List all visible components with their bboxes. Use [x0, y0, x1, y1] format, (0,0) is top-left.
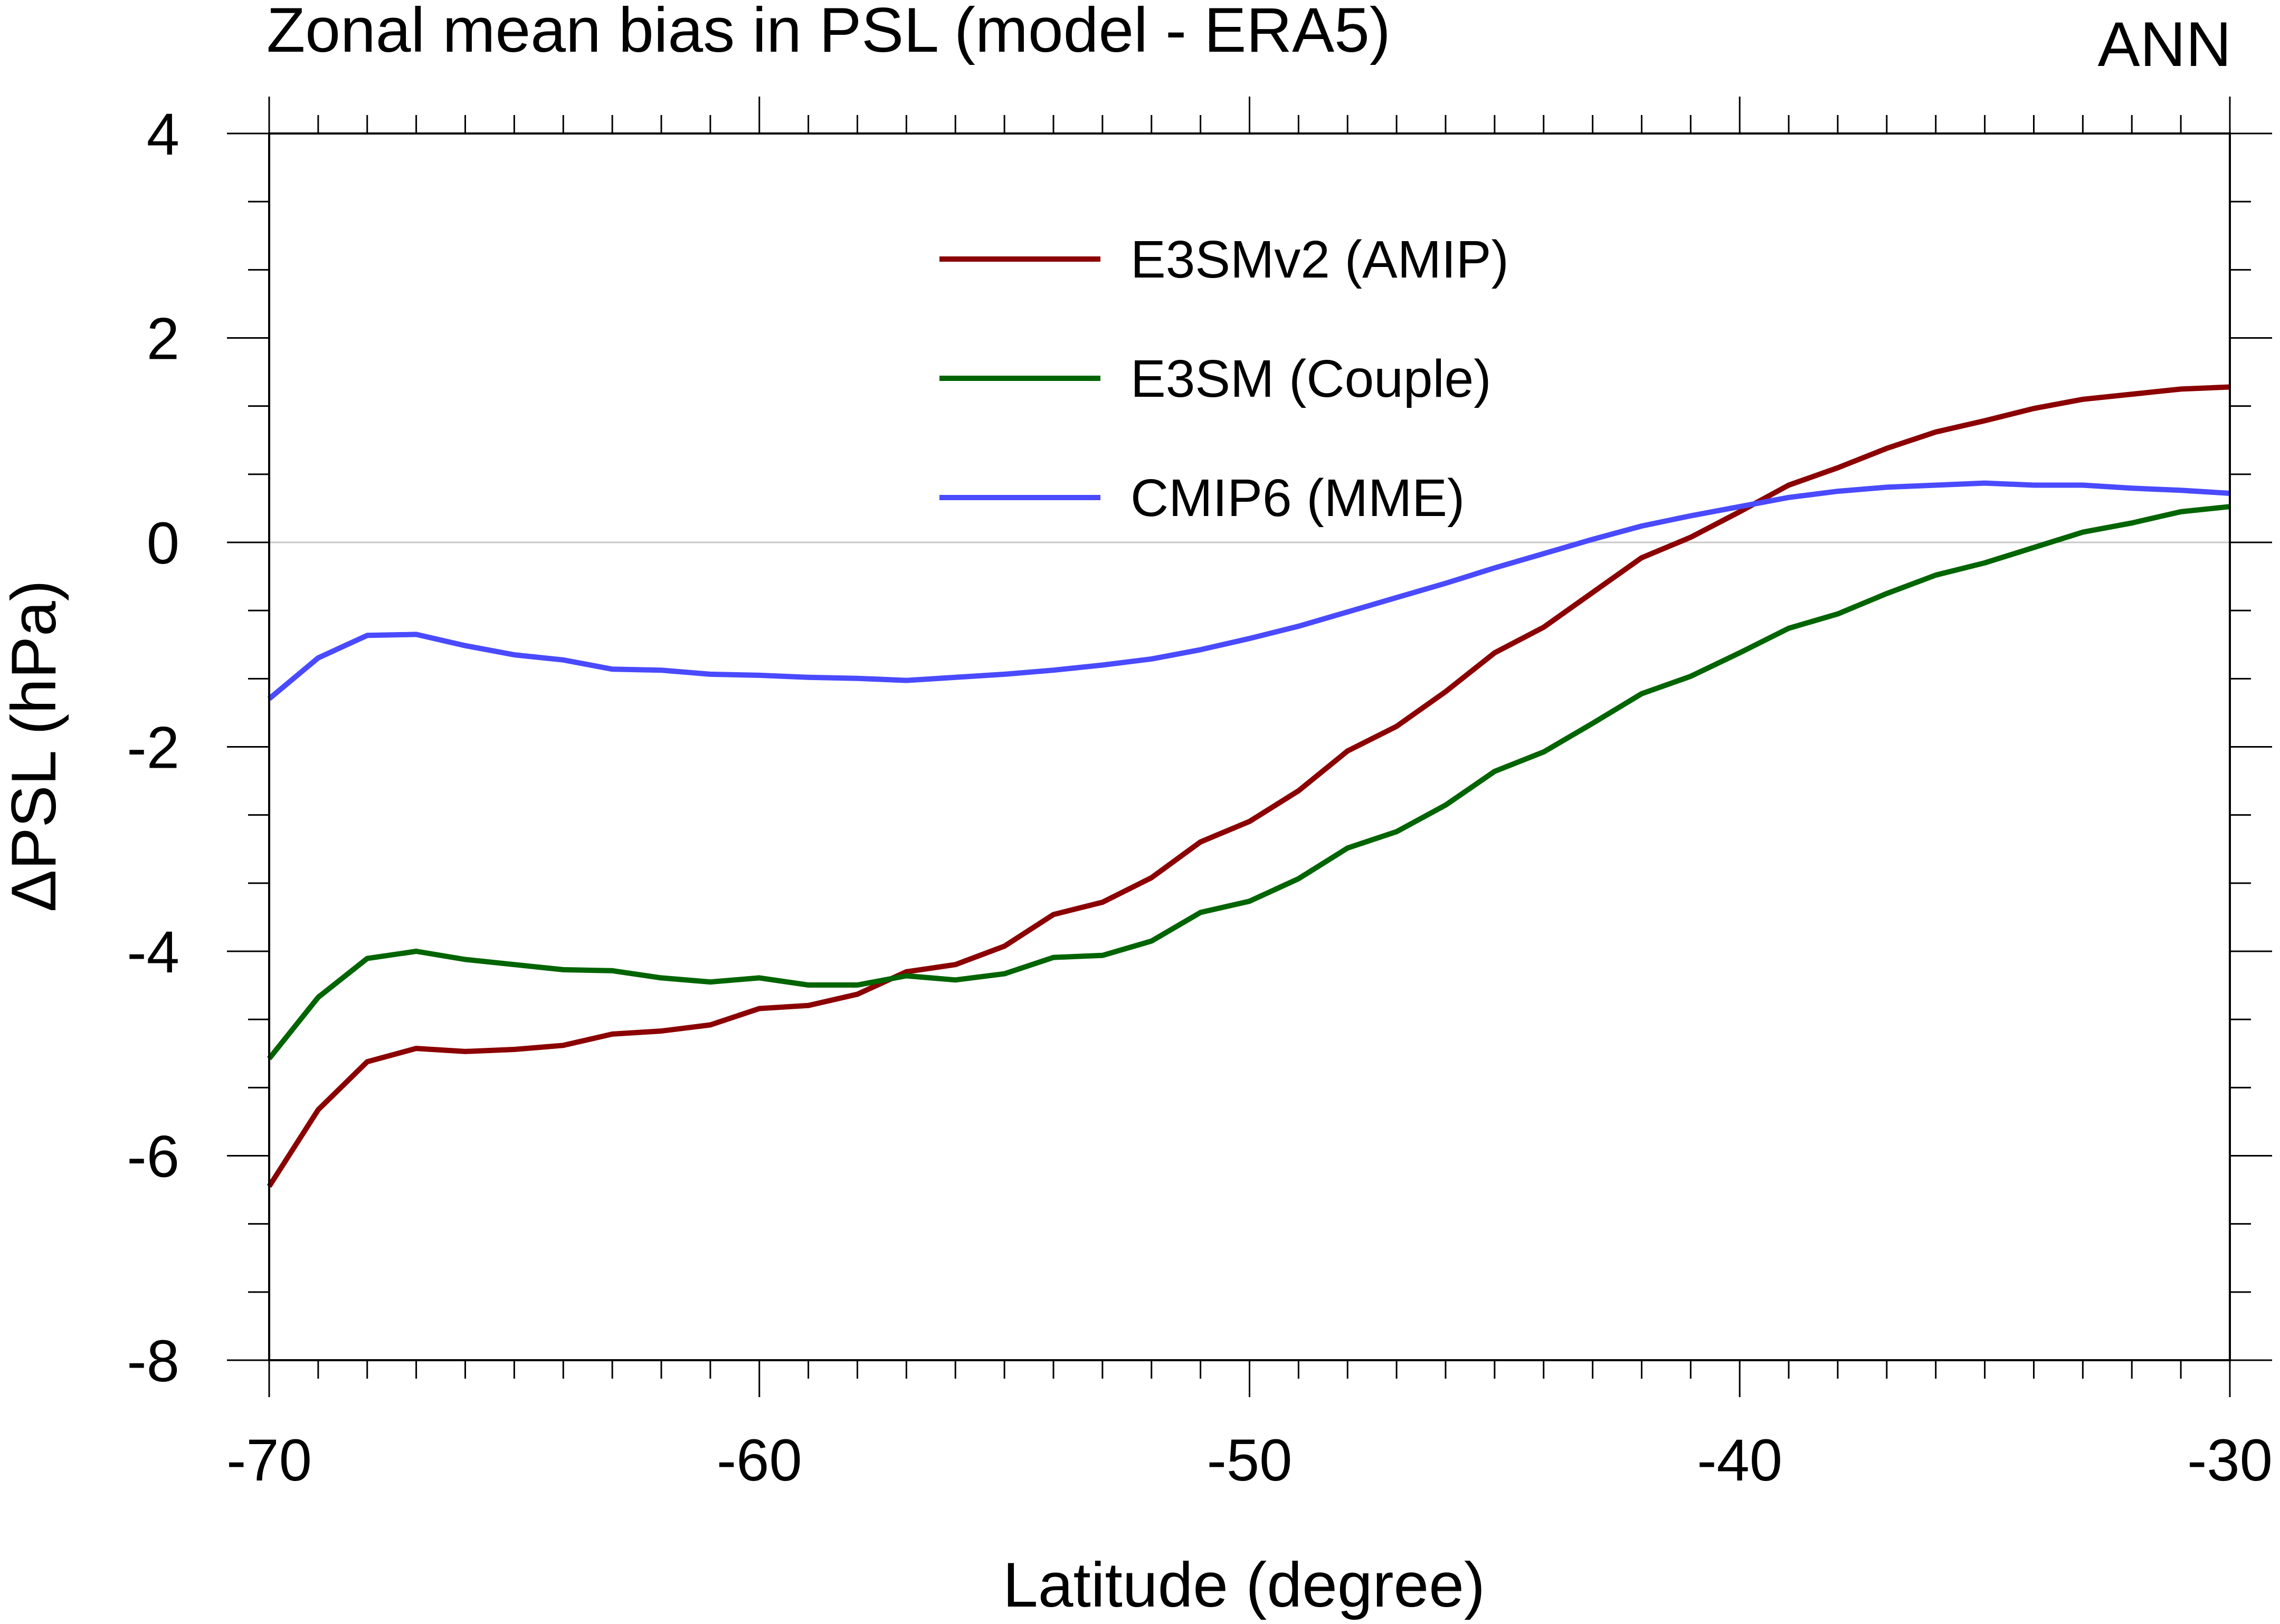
- y-tick-label: -6: [127, 1124, 179, 1190]
- y-tick-label: 0: [147, 510, 179, 576]
- y-tick-label: -8: [127, 1328, 179, 1394]
- y-tick-label: 4: [147, 101, 179, 167]
- y-tick-label: -2: [127, 715, 179, 781]
- x-tick-label: -50: [1207, 1427, 1293, 1493]
- season-label: ANN: [2098, 9, 2231, 80]
- x-tick-label: -60: [717, 1427, 802, 1493]
- legend-label-1: E3SM (Couple): [1130, 349, 1492, 408]
- x-axis-ticks: -70 -60 -50 -40 -30: [226, 97, 2273, 1493]
- legend-label-0: E3SMv2 (AMIP): [1130, 230, 1509, 289]
- chart-title: Zonal mean bias in PSL (model - ERA5): [267, 0, 1391, 65]
- data-series-layer: [267, 384, 2230, 1188]
- x-tick-label: -30: [2187, 1427, 2273, 1493]
- legend-label-2: CMIP6 (MME): [1130, 469, 1465, 528]
- x-tick-label: -40: [1697, 1427, 1782, 1493]
- y-tick-label: -4: [127, 919, 179, 985]
- x-axis-title: Latitude (degree): [1003, 1550, 1485, 1620]
- series-line-1: [267, 504, 2230, 1061]
- y-axis-ticks: -8 -6 -4 -2 0 2 4: [127, 101, 2272, 1394]
- y-axis-title: ΔPSL (hPa): [0, 580, 69, 912]
- legend: E3SMv2 (AMIP) E3SM (Couple) CMIP6 (MME): [939, 230, 1509, 528]
- x-tick-label: -70: [226, 1427, 312, 1493]
- y-tick-label: 2: [147, 306, 179, 372]
- series-line-0: [267, 384, 2230, 1188]
- series-line-2: [267, 480, 2230, 701]
